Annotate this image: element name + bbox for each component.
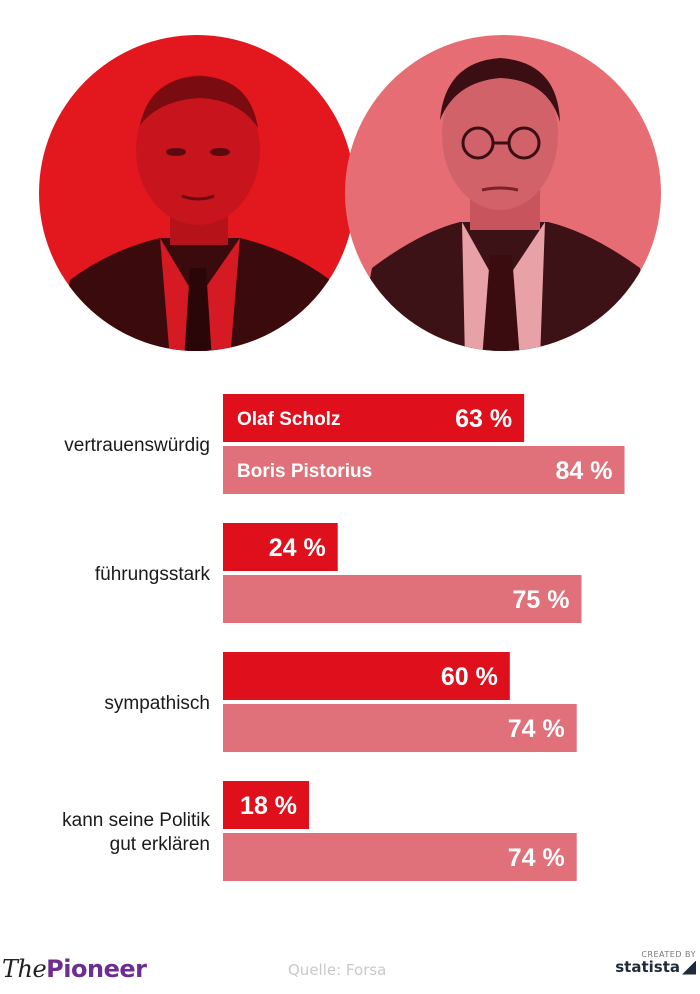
- brand-logo: ThePioneer: [2, 955, 147, 983]
- data-label: 18 %: [240, 792, 297, 820]
- data-label: 74 %: [508, 715, 565, 743]
- data-label: 84 %: [556, 457, 613, 485]
- bar: [223, 833, 577, 881]
- portrait-olaf-scholz: [39, 35, 355, 351]
- source-note: Quelle: Forsa: [288, 961, 387, 979]
- legend-label: Olaf Scholz: [237, 409, 340, 430]
- data-label: 60 %: [441, 663, 498, 691]
- statista-wordmark: statista: [615, 958, 680, 976]
- category-label: gut erklären: [110, 834, 210, 855]
- portraits: [39, 35, 661, 351]
- brand-pioneer: Pioneer: [46, 955, 147, 983]
- bar: [223, 575, 582, 623]
- bar: [223, 781, 310, 829]
- bar: [223, 523, 338, 571]
- statista-logo: CREATED BY statista: [615, 951, 696, 975]
- statista-created-label: CREATED BY: [641, 950, 696, 959]
- bar: [223, 704, 577, 752]
- data-label: 74 %: [508, 844, 565, 872]
- data-label: 24 %: [269, 534, 326, 562]
- category-label: sympathisch: [104, 693, 210, 714]
- statista-mark-icon: [682, 960, 696, 975]
- bar: [223, 652, 510, 700]
- category-label: führungsstark: [95, 564, 211, 585]
- brand-the: The: [2, 955, 47, 983]
- category-label: vertrauenswürdig: [64, 435, 210, 456]
- footer: ThePioneer Quelle: Forsa CREATED BY stat…: [0, 945, 700, 994]
- data-label: 75 %: [513, 586, 570, 614]
- legend-label: Boris Pistorius: [237, 461, 372, 482]
- bar: [223, 446, 625, 494]
- data-label: 63 %: [455, 405, 512, 433]
- bar: [223, 394, 525, 442]
- category-label: kann seine Politik: [62, 810, 210, 831]
- portrait-boris-pistorius: [345, 35, 661, 351]
- chart: vertrauenswürdig 63 % Olaf Scholz 84 % Boris…: [62, 394, 625, 881]
